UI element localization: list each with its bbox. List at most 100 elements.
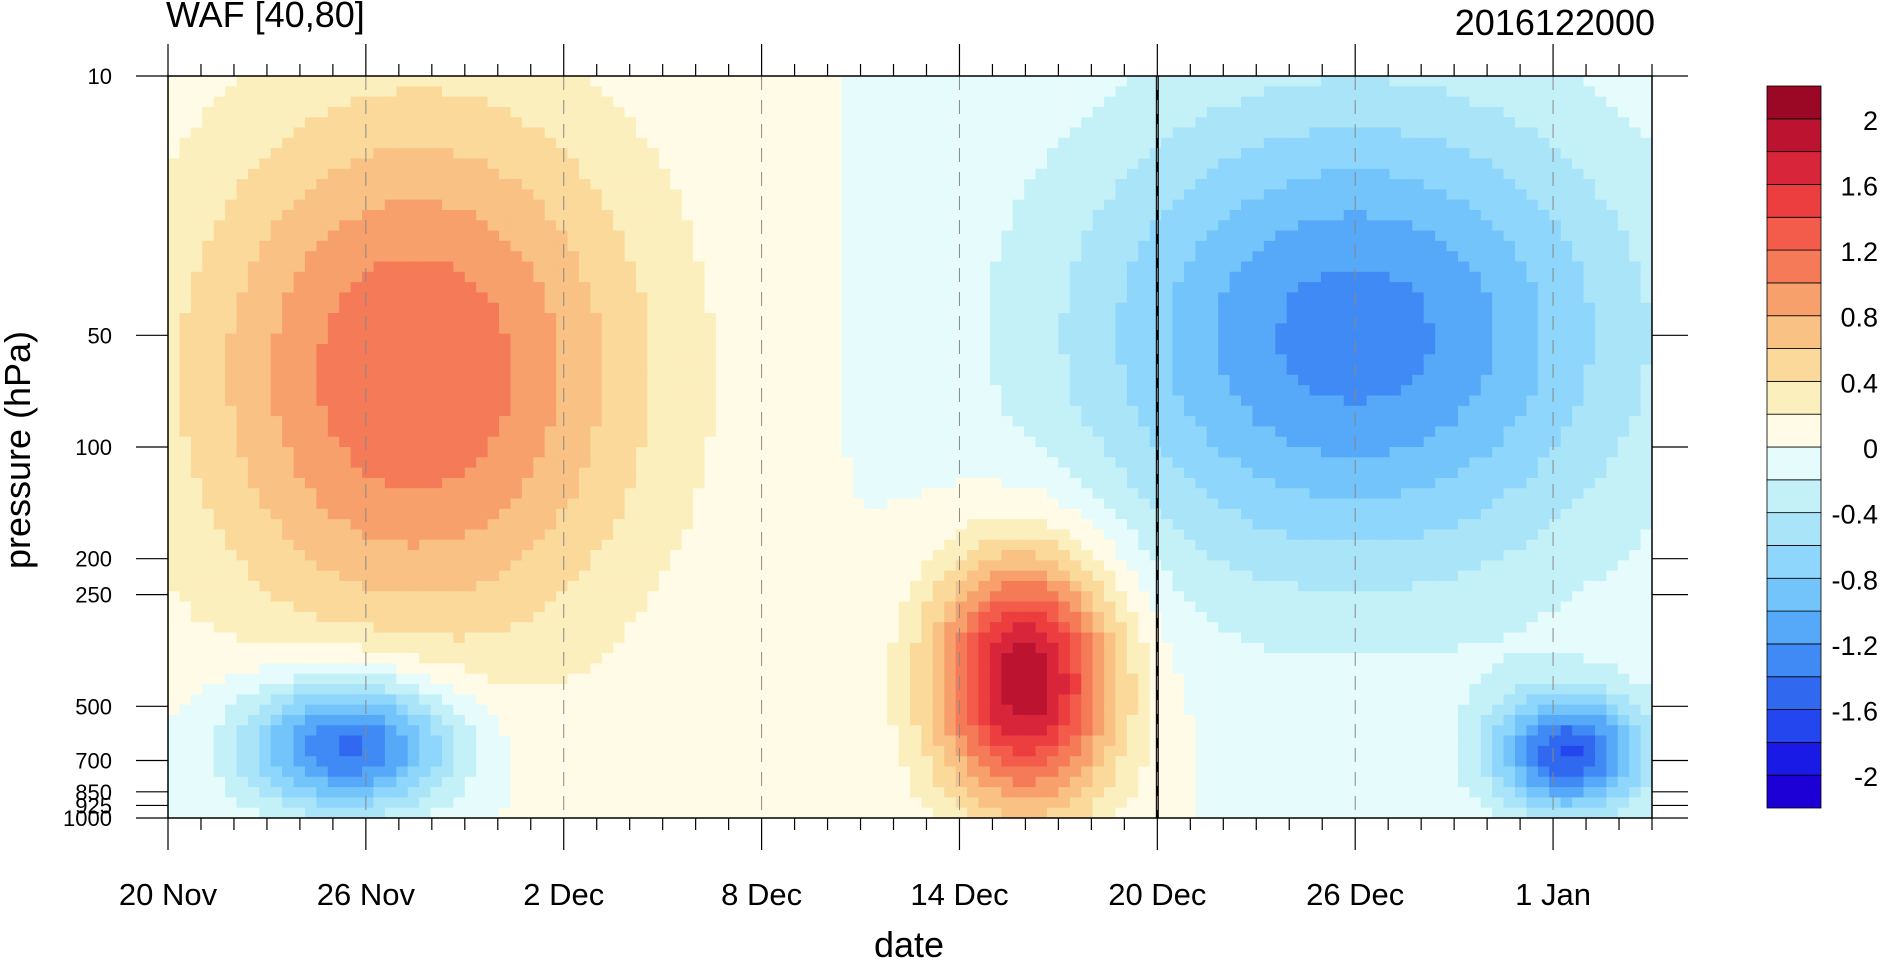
- contour-cell: [544, 694, 557, 706]
- contour-cell: [373, 766, 386, 778]
- contour-cell: [407, 343, 420, 355]
- contour-cell: [293, 498, 306, 510]
- contour-cell: [396, 271, 409, 283]
- contour-cell: [362, 189, 375, 201]
- contour-cell: [738, 684, 751, 695]
- contour-cell: [521, 632, 534, 644]
- contour-cell: [464, 189, 477, 201]
- contour-cell: [784, 333, 797, 345]
- contour-cell: [841, 601, 854, 613]
- contour-cell: [396, 374, 409, 386]
- contour-cell: [738, 168, 751, 180]
- contour-cell: [647, 673, 660, 685]
- contour-cell: [567, 271, 580, 283]
- contour-cell: [647, 735, 660, 747]
- contour-cell: [647, 766, 660, 778]
- contour-cell: [887, 560, 900, 572]
- contour-cell: [464, 756, 477, 768]
- contour-cell: [921, 591, 934, 603]
- contour-cell: [795, 477, 808, 489]
- contour-cell: [441, 663, 454, 675]
- contour-cell: [556, 714, 569, 726]
- contour-cell: [396, 343, 409, 355]
- contour-cell: [362, 343, 375, 355]
- contour-cell: [225, 86, 238, 98]
- contour-cell: [773, 292, 786, 304]
- contour-cell: [727, 240, 740, 252]
- contour-cell: [841, 323, 854, 335]
- contour-cell: [875, 189, 888, 201]
- contour-cell: [339, 240, 352, 252]
- contour-cell: [544, 745, 557, 757]
- contour-cell: [795, 766, 808, 778]
- contour-cell: [293, 302, 306, 314]
- contour-cell: [670, 735, 683, 747]
- contour-cell: [510, 220, 523, 232]
- contour-cell: [807, 745, 820, 757]
- contour-cell: [887, 209, 900, 221]
- contour-cell: [453, 106, 466, 118]
- contour-cell: [852, 323, 865, 335]
- contour-cell: [544, 632, 557, 644]
- contour-cell: [567, 477, 580, 489]
- contour-cell: [362, 807, 375, 818]
- contour-cell: [955, 168, 968, 180]
- contour-cell: [419, 292, 432, 304]
- contour-cell: [544, 96, 557, 108]
- contour-cell: [636, 477, 649, 489]
- contour-cell: [259, 96, 272, 108]
- contour-cell: [761, 179, 774, 190]
- contour-cell: [761, 797, 774, 809]
- contour-cell: [190, 725, 203, 737]
- contour-cell: [190, 591, 203, 603]
- contour-cell: [190, 137, 203, 149]
- contour-cell: [658, 663, 671, 675]
- contour-cell: [510, 251, 523, 263]
- contour-cell: [544, 179, 557, 190]
- contour-cell: [670, 745, 683, 757]
- contour-cell: [681, 148, 694, 160]
- contour-cell: [350, 714, 363, 726]
- contour-cell: [464, 663, 477, 675]
- contour-cell: [327, 323, 340, 335]
- contour-cell: [293, 488, 306, 500]
- contour-cell: [190, 560, 203, 572]
- contour-cell: [715, 735, 728, 747]
- contour-cell: [419, 209, 432, 221]
- contour-cell: [499, 354, 512, 366]
- contour-cell: [910, 447, 923, 458]
- contour-cell: [259, 209, 272, 221]
- contour-cell: [830, 333, 843, 345]
- contour-cell: [818, 704, 831, 716]
- contour-cell: [282, 632, 295, 644]
- contour-cell: [727, 436, 740, 448]
- contour-cell: [818, 127, 831, 139]
- contour-cell: [738, 86, 751, 98]
- contour-cell: [487, 776, 500, 788]
- contour-cell: [316, 601, 329, 613]
- contour-cell: [476, 539, 489, 551]
- contour-cell: [761, 457, 774, 469]
- contour-cell: [738, 622, 751, 634]
- contour-cell: [533, 323, 546, 335]
- contour-cell: [887, 364, 900, 376]
- contour-cell: [601, 106, 614, 118]
- contour-cell: [864, 601, 877, 613]
- contour-cell: [738, 137, 751, 149]
- contour-cell: [293, 529, 306, 541]
- contour-cell: [544, 704, 557, 716]
- contour-cell: [179, 395, 192, 407]
- contour-cell: [304, 86, 317, 98]
- contour-cell: [864, 488, 877, 500]
- contour-cell: [955, 137, 968, 149]
- contour-cell: [236, 766, 249, 778]
- contour-cell: [190, 477, 203, 489]
- contour-cell: [327, 632, 340, 644]
- contour-cell: [715, 663, 728, 675]
- contour-cell: [670, 529, 683, 541]
- contour-cell: [521, 148, 534, 160]
- contour-cell: [624, 323, 637, 335]
- contour-cell: [784, 292, 797, 304]
- contour-cell: [533, 209, 546, 221]
- contour-cell: [327, 653, 340, 665]
